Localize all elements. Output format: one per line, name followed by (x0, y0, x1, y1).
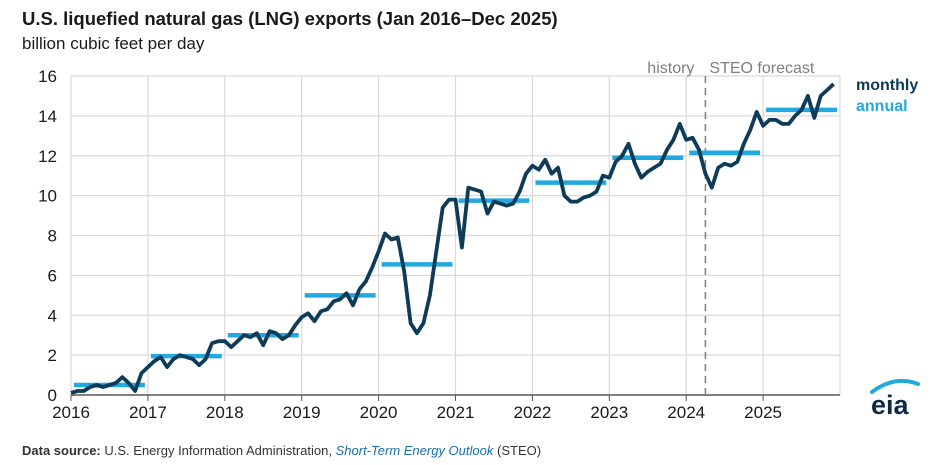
history-label: history (647, 60, 694, 77)
gridlines (71, 76, 840, 401)
y-tick-label: 8 (48, 227, 57, 246)
y-tick-label: 16 (38, 67, 57, 86)
eia-logo: eia (871, 381, 918, 420)
lng-exports-chart: 0246810121416 2016 2017 2018 2019 2020 2021 20… (0, 0, 952, 465)
source-report-link[interactable]: Short-Term Energy Outlook (336, 443, 494, 458)
y-tick-label: 10 (38, 187, 57, 206)
x-tick-label: 2019 (283, 403, 321, 422)
x-tick-label: 2021 (437, 403, 475, 422)
x-tick-label: 2025 (744, 403, 782, 422)
x-tick-label: 2018 (206, 403, 244, 422)
source-org: U.S. Energy Information Administration, (104, 443, 332, 458)
y-tick-label: 4 (48, 306, 57, 325)
x-axis-ticks: 2016 2017 2018 2019 2020 2021 2022 2023 2024 2025 (52, 403, 782, 422)
x-tick-label: 2023 (590, 403, 628, 422)
x-tick-label: 2017 (129, 403, 167, 422)
y-tick-label: 12 (38, 147, 57, 166)
legend-monthly: monthly (856, 77, 918, 94)
source-abbr: (STEO) (497, 443, 541, 458)
monthly-series-line (71, 84, 834, 393)
forecast-label: STEO forecast (709, 60, 814, 77)
source-label: Data source: (22, 443, 101, 458)
x-tick-label: 2016 (52, 403, 90, 422)
y-tick-label: 2 (48, 346, 57, 365)
eia-logo-text: eia (871, 390, 910, 420)
y-tick-label: 6 (48, 266, 57, 285)
y-tick-label: 14 (38, 107, 57, 126)
legend-annual: annual (856, 98, 908, 115)
x-tick-label: 2022 (513, 403, 551, 422)
x-tick-label: 2020 (360, 403, 398, 422)
x-tick-label: 2024 (667, 403, 705, 422)
data-source: Data source: U.S. Energy Information Adm… (22, 443, 541, 458)
